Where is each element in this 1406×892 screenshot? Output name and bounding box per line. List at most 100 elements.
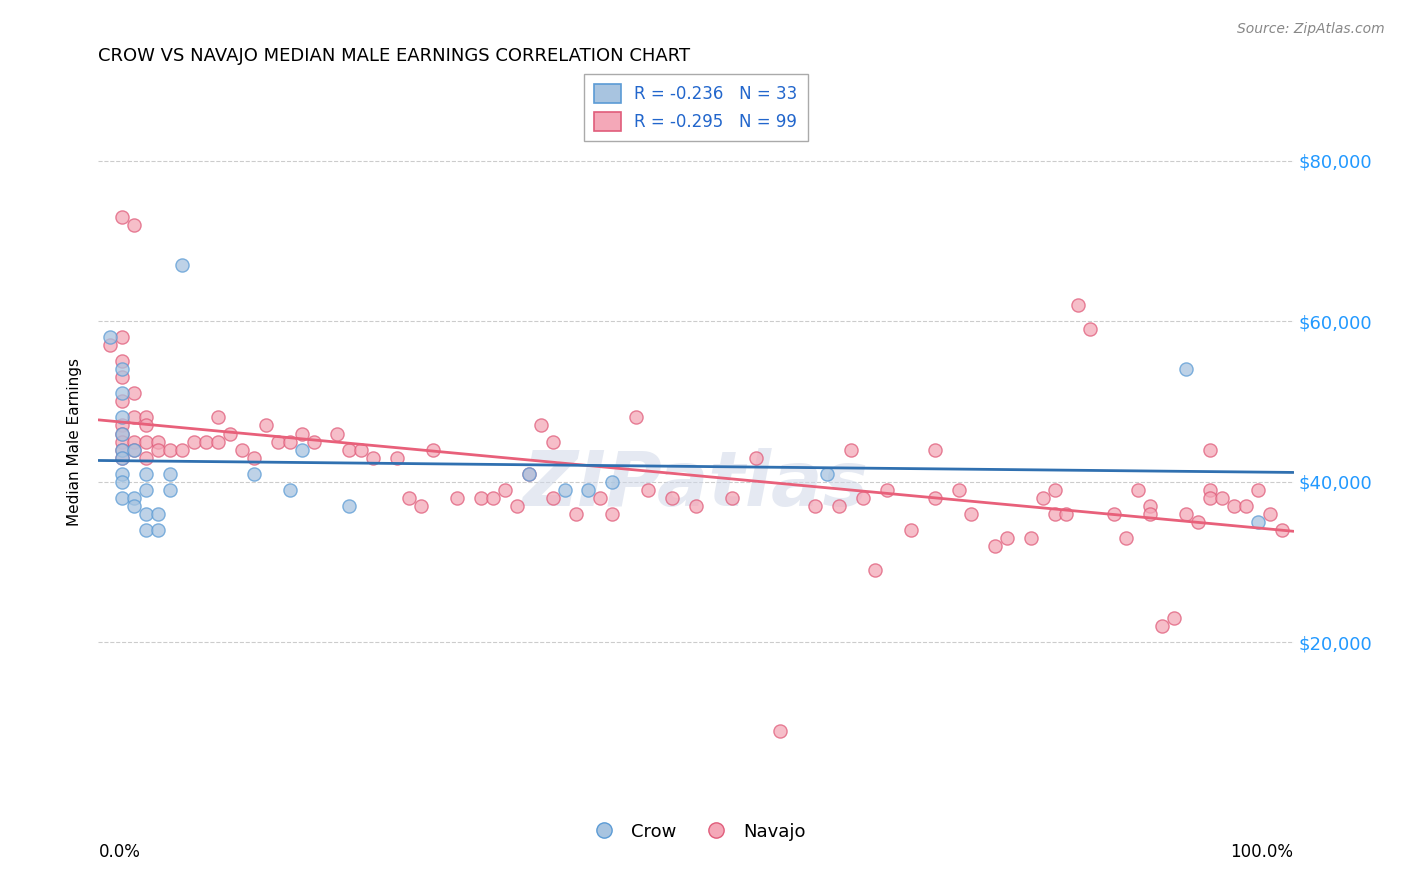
Point — [602, 507, 624, 521]
Point — [745, 450, 768, 465]
Point — [111, 442, 134, 457]
Point — [111, 362, 134, 376]
Point — [291, 426, 314, 441]
Point — [111, 386, 134, 401]
Point — [721, 491, 744, 505]
Point — [278, 483, 301, 497]
Point — [195, 434, 218, 449]
Point — [530, 418, 553, 433]
Point — [1019, 531, 1042, 545]
Point — [1175, 362, 1198, 376]
Point — [470, 491, 492, 505]
Point — [1139, 507, 1161, 521]
Point — [1056, 507, 1078, 521]
Point — [363, 450, 385, 465]
Point — [111, 426, 134, 441]
Point — [865, 563, 887, 577]
Point — [841, 442, 863, 457]
Point — [111, 467, 134, 481]
Point — [924, 442, 946, 457]
Point — [326, 426, 349, 441]
Point — [111, 442, 134, 457]
Point — [98, 330, 122, 344]
Point — [768, 723, 790, 738]
Point — [207, 410, 229, 425]
Point — [1211, 491, 1233, 505]
Point — [1199, 483, 1222, 497]
Point — [924, 491, 946, 505]
Point — [98, 338, 122, 352]
Point — [578, 483, 600, 497]
Point — [984, 539, 1007, 553]
Point — [398, 491, 420, 505]
Point — [231, 442, 253, 457]
Point — [1247, 515, 1270, 529]
Point — [626, 410, 648, 425]
Point — [815, 467, 838, 481]
Point — [278, 434, 301, 449]
Point — [1152, 619, 1174, 633]
Point — [828, 499, 851, 513]
Point — [385, 450, 409, 465]
Point — [1128, 483, 1150, 497]
Point — [1043, 507, 1066, 521]
Point — [135, 410, 157, 425]
Point — [111, 330, 134, 344]
Point — [148, 434, 170, 449]
Y-axis label: Median Male Earnings: Median Male Earnings — [67, 358, 83, 525]
Point — [1187, 515, 1209, 529]
Text: 100.0%: 100.0% — [1230, 843, 1294, 861]
Point — [565, 507, 588, 521]
Point — [637, 483, 659, 497]
Point — [111, 410, 134, 425]
Point — [111, 426, 134, 441]
Point — [446, 491, 468, 505]
Point — [135, 467, 157, 481]
Point — [111, 354, 134, 368]
Point — [124, 434, 146, 449]
Point — [111, 450, 134, 465]
Point — [172, 442, 194, 457]
Point — [148, 442, 170, 457]
Point — [411, 499, 433, 513]
Point — [219, 426, 242, 441]
Text: 0.0%: 0.0% — [98, 843, 141, 861]
Point — [124, 218, 146, 232]
Point — [135, 418, 157, 433]
Point — [685, 499, 707, 513]
Point — [111, 491, 134, 505]
Point — [517, 467, 540, 481]
Point — [111, 370, 134, 384]
Point — [1234, 499, 1257, 513]
Point — [1043, 483, 1066, 497]
Point — [124, 491, 146, 505]
Point — [1271, 523, 1294, 537]
Point — [517, 467, 540, 481]
Point — [804, 499, 827, 513]
Point — [135, 507, 157, 521]
Point — [1247, 483, 1270, 497]
Point — [243, 450, 266, 465]
Point — [1223, 499, 1246, 513]
Point — [172, 258, 194, 272]
Point — [159, 483, 181, 497]
Point — [589, 491, 612, 505]
Point — [124, 386, 146, 401]
Point — [148, 507, 170, 521]
Text: Source: ZipAtlas.com: Source: ZipAtlas.com — [1237, 22, 1385, 37]
Point — [124, 410, 146, 425]
Point — [124, 442, 146, 457]
Point — [1199, 491, 1222, 505]
Point — [243, 467, 266, 481]
Point — [541, 491, 564, 505]
Point — [948, 483, 970, 497]
Point — [876, 483, 898, 497]
Point — [135, 450, 157, 465]
Point — [1080, 322, 1102, 336]
Point — [1139, 499, 1161, 513]
Point — [661, 491, 683, 505]
Point — [159, 467, 181, 481]
Point — [541, 434, 564, 449]
Point — [350, 442, 373, 457]
Point — [852, 491, 875, 505]
